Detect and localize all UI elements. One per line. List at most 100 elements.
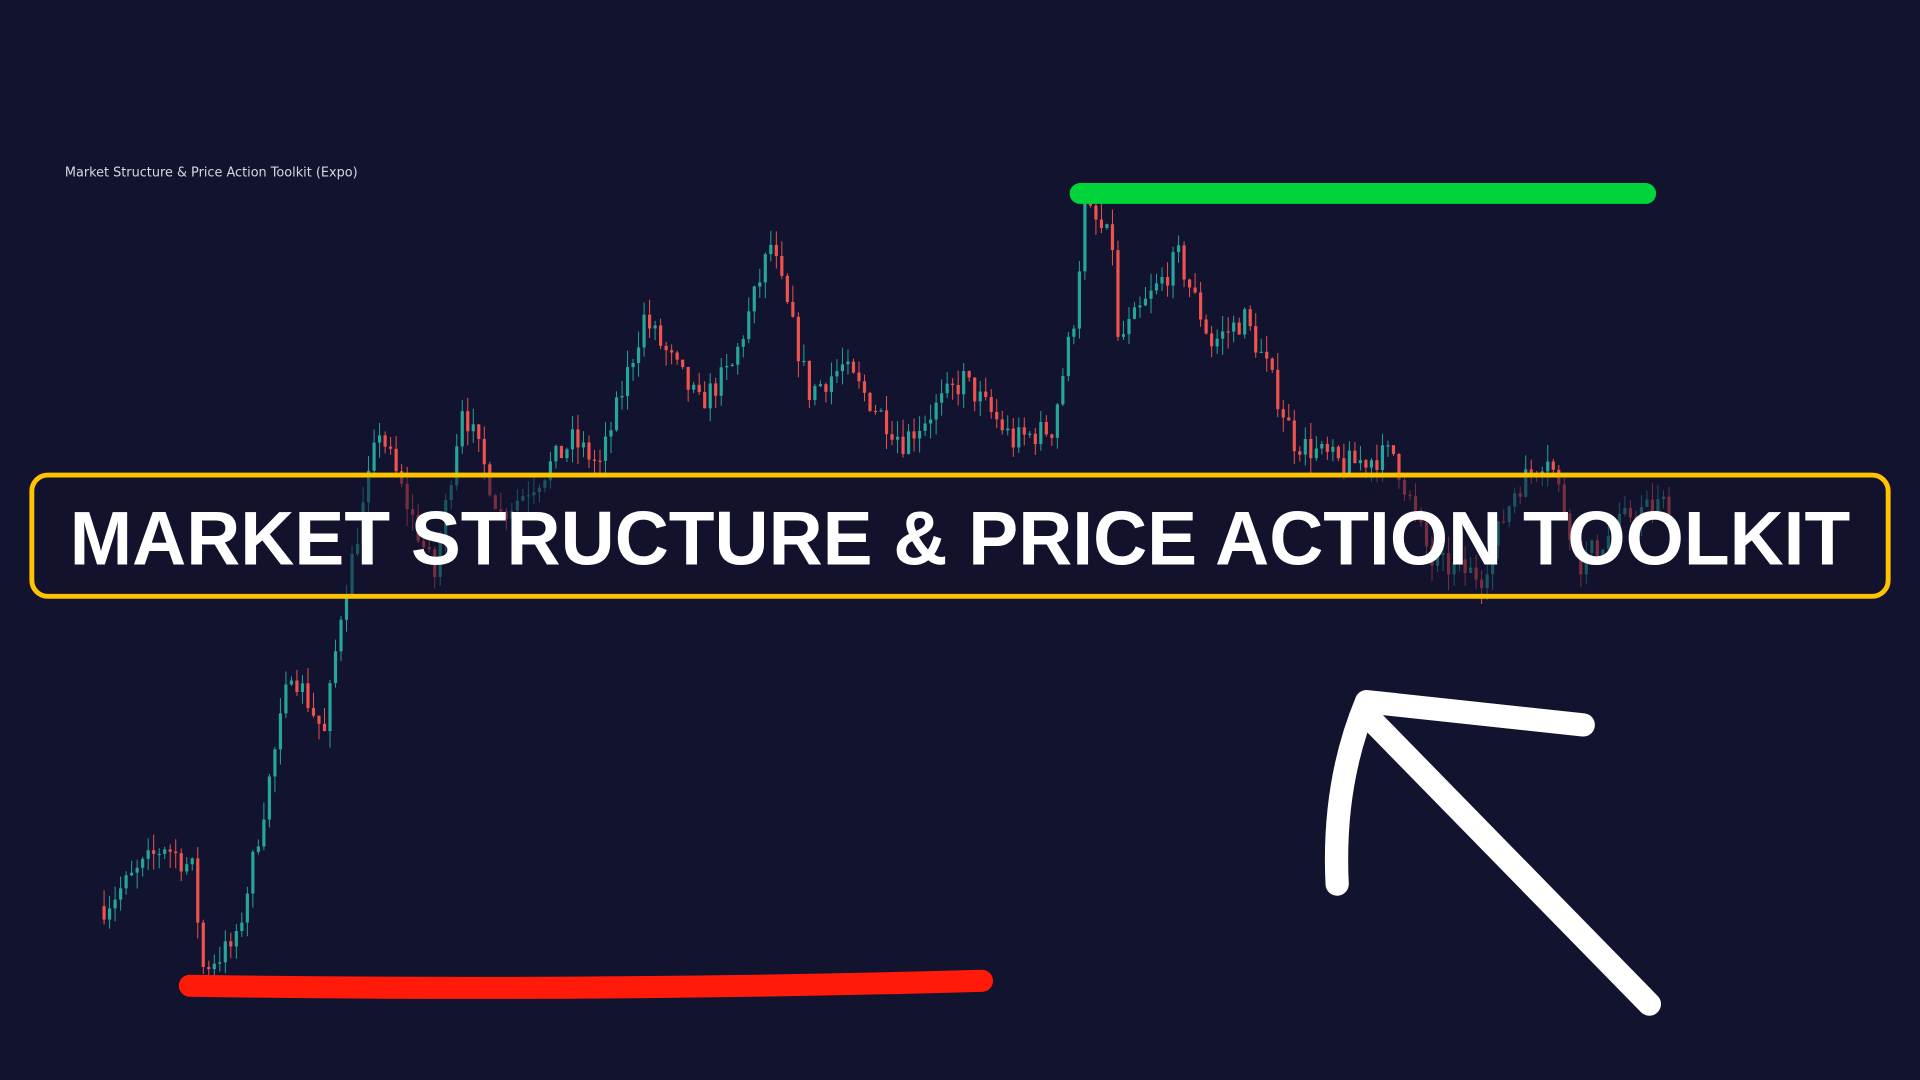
candle [378, 422, 382, 458]
candle-body [1292, 420, 1296, 452]
candle-body [846, 361, 850, 365]
candle-body [603, 436, 608, 461]
candle [1033, 427, 1037, 455]
candle-body [1320, 443, 1324, 449]
candle-body [102, 906, 106, 920]
candle-body [339, 619, 343, 652]
candle-body [1314, 448, 1318, 459]
candle [1215, 329, 1219, 354]
candle [929, 404, 933, 439]
candle-body [763, 254, 767, 283]
candle-body [245, 893, 249, 923]
candle-body [978, 391, 982, 402]
candle [653, 320, 657, 341]
candle-body [708, 383, 712, 409]
candle [1331, 439, 1335, 462]
candle-body [1221, 331, 1225, 339]
candle [614, 391, 619, 432]
candle-body [813, 386, 817, 400]
candle [620, 380, 624, 410]
candle-body [190, 858, 194, 865]
candle [973, 377, 977, 412]
candle [940, 379, 944, 416]
candle [1121, 320, 1126, 341]
candle-body [1336, 446, 1340, 459]
title-text: MARKET STRUCTURE & PRICE ACTION TOOLKIT [70, 496, 1850, 581]
candle-body [1551, 461, 1555, 470]
candle-body [212, 963, 216, 970]
candle-body [1397, 453, 1401, 480]
candle [152, 834, 156, 870]
candle [1292, 409, 1296, 465]
candle [284, 671, 288, 719]
candle-body [1066, 336, 1070, 377]
candle-body [1298, 451, 1302, 455]
candle-body [289, 680, 294, 685]
candle-body [851, 361, 856, 373]
candle [1232, 315, 1236, 343]
candle [559, 445, 564, 459]
candle-body [284, 684, 288, 714]
candle [829, 362, 834, 405]
candle [1011, 418, 1015, 457]
candle-body [1309, 438, 1313, 459]
candle-body [995, 411, 999, 420]
candle [664, 341, 668, 366]
candle [471, 408, 475, 443]
candle [262, 802, 266, 851]
candle-body [1039, 421, 1043, 445]
candle-body [163, 849, 167, 854]
candle-body [141, 858, 145, 868]
candle-body [1077, 271, 1081, 329]
candle-body [956, 385, 960, 395]
candle-body [1171, 252, 1175, 286]
candle [675, 350, 679, 365]
candle-body [1325, 443, 1329, 452]
candle [1276, 352, 1280, 418]
candle [570, 416, 575, 463]
candle [1265, 336, 1269, 372]
candle-body [1165, 277, 1170, 286]
candle [1353, 441, 1357, 464]
candle [163, 846, 167, 860]
candle [912, 418, 916, 452]
candle-body [1386, 445, 1390, 447]
candle-body [703, 392, 707, 409]
candle [1188, 278, 1192, 298]
candle [565, 447, 569, 463]
candle-body [945, 383, 949, 394]
candle-body [670, 350, 674, 353]
candle-body [311, 708, 316, 716]
candle [1105, 223, 1109, 230]
candle [1204, 314, 1208, 335]
candle-body [576, 429, 580, 448]
candle-body [890, 434, 894, 440]
candle-body [1099, 219, 1104, 229]
candle [895, 421, 900, 454]
candle-body [157, 853, 161, 856]
candle-body [918, 430, 922, 439]
candle-body [565, 449, 569, 459]
candle [978, 380, 982, 417]
candle [962, 363, 966, 408]
candle-body [1364, 460, 1368, 468]
candle [1314, 436, 1318, 461]
candle-body [1160, 277, 1164, 284]
candle [273, 746, 277, 793]
candle-body [1281, 409, 1285, 418]
candle [598, 449, 602, 474]
candle-body [108, 908, 112, 920]
candle [851, 358, 856, 374]
candle [758, 268, 762, 298]
candle-body [394, 448, 398, 472]
candle [466, 397, 470, 446]
candle [576, 414, 580, 464]
candle [1066, 332, 1070, 382]
candle-body [862, 381, 867, 393]
candle-body [1121, 334, 1126, 337]
candle [1154, 273, 1159, 295]
candle [394, 436, 398, 477]
candle-body [1270, 358, 1274, 370]
candle-body [1028, 433, 1032, 435]
candle-body [273, 749, 277, 777]
